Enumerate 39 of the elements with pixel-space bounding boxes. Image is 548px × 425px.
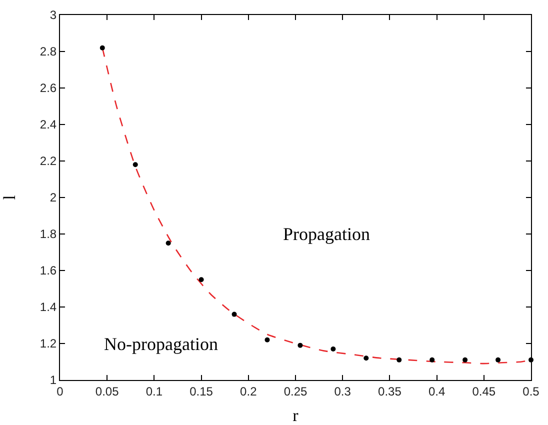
point: [264, 337, 270, 342]
x-tick-label: 0.1: [146, 384, 163, 398]
x-tick-label: 0.3: [334, 384, 352, 398]
point: [396, 357, 402, 362]
point: [462, 357, 468, 362]
point: [496, 357, 501, 362]
y-tick-label: 1.6: [40, 264, 57, 278]
point: [232, 312, 237, 317]
x-tick-label: 0.25: [284, 384, 308, 398]
y-tick-label: 2: [50, 190, 57, 205]
y-tick-label: 2.2: [40, 154, 57, 168]
y-tick-label: 3: [50, 8, 57, 22]
y-tick-label: 2.4: [40, 118, 57, 132]
y-axis-title: l: [0, 194, 19, 200]
x-tick-label: 0.4: [428, 384, 446, 398]
y-tick-label: 1: [50, 373, 57, 388]
point: [330, 346, 336, 352]
x-tick-label: 0.35: [378, 384, 402, 398]
y-tick-label: 2.6: [40, 81, 57, 96]
x-axis-title: r: [292, 406, 299, 425]
point: [132, 162, 138, 168]
x-tick-label: 0.05: [95, 384, 120, 398]
y-tick-label: 1.8: [40, 227, 57, 242]
point: [100, 45, 105, 50]
point: [298, 342, 303, 348]
x-tick-label: 0.5: [522, 384, 540, 398]
x-tick-label: 0.45: [472, 384, 496, 398]
y-tick-label: 2.8: [40, 44, 57, 59]
point: [198, 277, 204, 282]
y-tick-label: 1.2: [40, 336, 57, 351]
x-tick-label: 0: [56, 384, 64, 398]
annotation: Propagation: [283, 224, 370, 244]
point: [430, 357, 435, 362]
point: [364, 356, 369, 361]
y-tick-label: 1.4: [40, 300, 57, 314]
point: [166, 240, 171, 246]
x-tick-label: 0.15: [190, 384, 214, 398]
annotation: No-propagation: [104, 334, 218, 354]
x-tick-label: 0.2: [240, 384, 258, 398]
